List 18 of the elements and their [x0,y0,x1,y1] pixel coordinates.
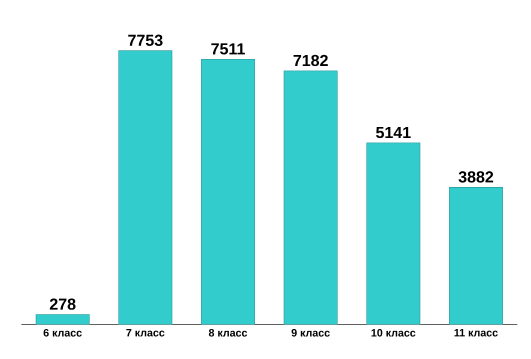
x-tick-label: 6 класс [44,329,82,337]
x-tick-label: 10 класс [372,329,416,337]
data-label: 7182 [294,54,328,66]
data-label: 278 [50,298,76,310]
data-label: 7753 [128,34,163,46]
data-label: 3882 [458,171,494,183]
data-label: 7511 [211,43,245,55]
bar [118,50,172,325]
data-label: 5141 [376,127,411,138]
bar [449,187,503,325]
bar [36,314,90,325]
x-tick-label: 11 класс [454,329,498,336]
x-tick-label: 8 класс [208,329,248,337]
bar [201,58,255,325]
bar [284,70,338,325]
x-tick-label: 9 класс [292,329,330,337]
x-tick-label: 7 класс [126,329,164,336]
bar [366,142,420,325]
